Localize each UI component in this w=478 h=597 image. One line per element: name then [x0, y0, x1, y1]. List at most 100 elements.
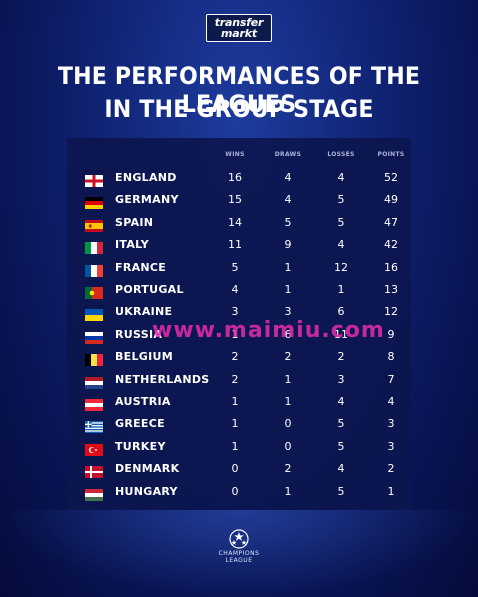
logo-line-1: transfer [214, 16, 264, 29]
wins-value: 2 [231, 350, 239, 364]
hungary-flag-icon [84, 484, 104, 501]
wins-value: 16 [228, 171, 242, 184]
wins-value: 0 [231, 484, 239, 498]
wins-value: 1 [231, 417, 239, 431]
points-value: 42 [384, 238, 398, 252]
table-row: UKRAINE 3 3 6 12 [67, 302, 411, 324]
italy-flag-icon [84, 238, 104, 255]
points-value: 47 [384, 215, 398, 229]
wins-value: 11 [228, 238, 242, 252]
header-losses: LOSSES [327, 151, 355, 158]
losses-value: 11 [334, 327, 348, 341]
team-name: RUSSIA [115, 327, 163, 341]
stadium-backdrop [0, 510, 478, 597]
champions-league-line-2: LEAGUE [225, 557, 253, 564]
losses-value: 4 [337, 238, 345, 252]
champions-league-logo: CHAMPIONS LEAGUE [214, 528, 264, 564]
wins-value: 1 [231, 327, 239, 341]
losses-value: 12 [334, 260, 348, 274]
team-name: NETHERLANDS [115, 372, 210, 386]
draws-value: 2 [284, 350, 292, 364]
table-row: HUNGARY 0 1 5 1 [67, 482, 411, 504]
draws-value: 5 [284, 215, 292, 229]
points-value: 16 [384, 260, 398, 274]
losses-value: 4 [337, 395, 345, 408]
table-row: TURKEY 1 0 5 3 [67, 437, 411, 459]
draws-value: 1 [284, 372, 292, 386]
team-name: ENGLAND [115, 171, 177, 184]
losses-value: 4 [337, 171, 345, 184]
team-name: TURKEY [115, 439, 166, 453]
team-name: AUSTRIA [115, 395, 171, 408]
team-name: PORTUGAL [115, 283, 184, 296]
team-name: FRANCE [115, 260, 167, 274]
draws-value: 2 [284, 462, 292, 476]
table-row: RUSSIA 1 6 11 9 [67, 325, 411, 347]
table-row: NETHERLANDS 2 1 3 7 [67, 370, 411, 392]
wins-value: 1 [231, 395, 239, 408]
draws-value: 0 [284, 439, 292, 453]
portugal-flag-icon [84, 283, 104, 299]
draws-value: 1 [284, 395, 292, 408]
wins-value: 15 [228, 193, 242, 207]
draws-value: 9 [284, 238, 292, 252]
table-row: DENMARK 0 2 4 2 [67, 459, 411, 481]
losses-value: 5 [337, 417, 345, 431]
points-value: 49 [384, 193, 398, 207]
champions-league-line-1: CHAMPIONS [218, 550, 260, 557]
draws-value: 3 [284, 305, 292, 319]
standings-table [67, 138, 411, 510]
table-row: AUSTRIA 1 1 4 4 [67, 392, 411, 414]
wins-value: 0 [231, 462, 239, 476]
wins-value: 2 [231, 372, 239, 386]
losses-value: 5 [337, 193, 345, 207]
losses-value: 5 [337, 484, 345, 498]
transfermarkt-logo: transfer markt [206, 14, 272, 42]
starball-icon [229, 529, 249, 549]
points-value: 4 [387, 395, 395, 408]
netherlands-flag-icon [84, 372, 104, 389]
points-value: 13 [384, 283, 398, 296]
draws-value: 1 [284, 283, 292, 296]
losses-value: 6 [337, 305, 345, 319]
draws-value: 4 [284, 171, 292, 184]
turkey-flag-icon [84, 439, 104, 456]
wins-value: 5 [231, 260, 239, 274]
team-name: BELGIUM [115, 350, 174, 364]
points-value: 2 [387, 462, 395, 476]
wins-value: 3 [231, 305, 239, 319]
points-value: 8 [387, 350, 395, 364]
header-draws: DRAWS [274, 151, 302, 158]
table-row: FRANCE 5 1 12 16 [67, 258, 411, 280]
losses-value: 4 [337, 462, 345, 476]
points-value: 7 [387, 372, 395, 386]
wins-value: 14 [228, 215, 242, 229]
points-value: 52 [384, 171, 398, 184]
losses-value: 5 [337, 215, 345, 229]
table-row: ITALY 11 9 4 42 [67, 235, 411, 257]
team-name: ITALY [115, 238, 150, 252]
team-name: GERMANY [115, 193, 179, 207]
points-value: 1 [387, 484, 395, 498]
table-row: GREECE 1 0 5 3 [67, 414, 411, 436]
england-flag-icon [84, 171, 104, 187]
france-flag-icon [84, 260, 104, 277]
losses-value: 5 [337, 439, 345, 453]
points-value: 3 [387, 439, 395, 453]
points-value: 12 [384, 305, 398, 319]
wins-value: 4 [231, 283, 239, 296]
losses-value: 2 [337, 350, 345, 364]
draws-value: 0 [284, 417, 292, 431]
russia-flag-icon [84, 327, 104, 344]
header-points: POINTS [377, 151, 405, 158]
team-name: HUNGARY [115, 484, 178, 498]
losses-value: 3 [337, 372, 345, 386]
wins-value: 1 [231, 439, 239, 453]
draws-value: 4 [284, 193, 292, 207]
page-title-line-2: IN THE GROUP STAGE [104, 95, 374, 123]
spain-flag-icon [84, 215, 104, 232]
table-row: PORTUGAL 4 1 1 13 [67, 280, 411, 302]
belgium-flag-icon [84, 350, 104, 367]
austria-flag-icon [84, 395, 104, 411]
team-name: DENMARK [115, 462, 180, 476]
